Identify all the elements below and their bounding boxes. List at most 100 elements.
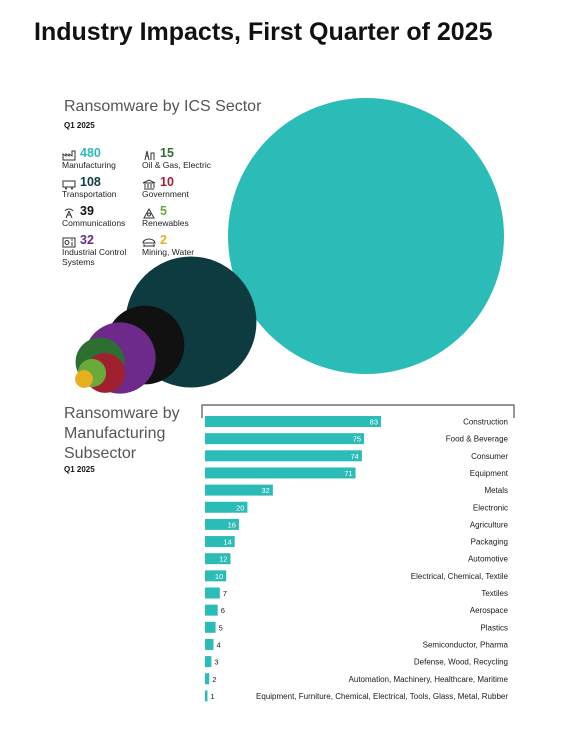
legend-label: Transportation [62,189,117,199]
bar-value-label: 71 [344,469,352,478]
legend-item-header: 480 [62,146,116,160]
bar [205,690,208,702]
legend-item-ics: 32 Industrial Control Systems [62,233,134,267]
bar-value-label: 10 [215,572,223,581]
bar-category-label: Equipment [470,469,509,478]
legend-value: 15 [160,146,174,160]
bar-category-label: Metals [484,486,508,495]
bar-category-label: Electronic [473,503,508,512]
legend-value: 2 [160,233,167,247]
bar [205,484,273,496]
bar-value-label: 16 [228,520,236,529]
bar-value-label: 6 [221,606,225,615]
oil-rig-icon [142,148,156,160]
legend-label: Manufacturing [62,160,116,170]
bar [205,656,212,668]
bar [205,673,210,685]
bar-category-label: Textiles [481,589,508,598]
bar-value-label: 75 [353,435,361,444]
bar [205,604,218,616]
bar [205,536,235,548]
bar-value-label: 4 [216,640,220,649]
radio-tower-icon [62,206,76,218]
legend-item-oil-gas: 15 Oil & Gas, Electric [142,146,211,170]
page-title: Industry Impacts, First Quarter of 2025 [34,18,493,46]
bar-category-label: Defense, Wood, Recycling [414,658,508,667]
legend-label: Mining, Water [142,247,195,257]
bar-category-label: Automotive [468,555,509,564]
bar [205,587,220,599]
bar-category-label: Food & Beverage [446,435,509,444]
bar [205,433,365,445]
legend-item-header: 15 [142,146,211,160]
chart-bracket [201,404,515,418]
legend-label: Government [142,189,189,199]
legend-item-header: 32 [62,233,134,247]
legend-value: 480 [80,146,101,160]
legend-item-manufacturing: 480 Manufacturing [62,146,116,170]
legend-label: Communications [62,218,126,228]
bar-category-label: Aerospace [470,606,509,615]
legend-label: Oil & Gas, Electric [142,160,211,170]
mining-icon [142,235,156,247]
legend-item-communications: 39 Communications [62,204,125,228]
bar-value-label: 3 [214,658,218,667]
control-panel-icon [62,235,76,247]
bar-value-label: 2 [212,675,216,684]
legend-value: 32 [80,233,94,247]
subsector-chart-subtitle: Q1 2025 [64,465,95,474]
legend-value: 108 [80,175,101,189]
bar-value-label: 32 [262,486,270,495]
bar-value-label: 1 [211,692,215,701]
government-building-icon [142,177,156,189]
bar-value-label: 5 [219,623,223,632]
legend-item-transportation: 108 Transportation [62,175,117,199]
bar-category-label: Consumer [471,452,508,461]
bar [205,570,227,582]
bar-value-label: 20 [236,503,244,512]
bar [205,450,362,462]
bar-category-label: Equipment, Furniture, Chemical, Electric… [256,692,508,701]
bar-value-label: 14 [223,538,231,547]
bar [205,416,381,427]
bar [205,621,216,633]
sector-chart-title: Ransomware by ICS Sector [64,98,262,115]
bar [205,518,239,530]
legend-item-mining: 2 Mining, Water [142,233,194,257]
legend-value: 39 [80,204,94,218]
bar-value-label: 83 [370,418,378,427]
bar-value-label: 7 [223,589,227,598]
bar-category-label: Construction [463,418,508,427]
sector-chart-subtitle: Q1 2025 [64,121,95,130]
subsector-chart-title: Ransomware by Manufacturing Subsector [64,405,180,462]
bar [205,638,214,650]
bar [205,553,231,565]
train-icon [62,177,76,189]
bar-value-label: 74 [351,452,359,461]
bar [205,467,356,479]
legend-item-header: 2 [142,233,194,247]
legend-label: Renewables [142,218,189,228]
legend-item-government: 10 Government [142,175,189,199]
legend-item-renewables: 5 Renewables [142,204,189,228]
bar-category-label: Plastics [480,623,508,632]
legend-item-header: 39 [62,204,125,218]
bubble-manufacturing [228,98,504,374]
legend-item-header: 10 [142,175,189,189]
bar-category-label: Semiconductor, Pharma [423,640,509,649]
bar-value-label: 12 [219,555,227,564]
bar-category-label: Automation, Machinery, Healthcare, Marit… [349,675,509,684]
legend-item-header: 5 [142,204,189,218]
legend-value: 5 [160,204,167,218]
legend-item-header: 108 [62,175,117,189]
bubble-mining [75,370,93,388]
bar-category-label: Agriculture [470,520,509,529]
legend-label: Industrial Control Systems [62,247,127,267]
bar-category-label: Packaging [471,538,508,547]
bar [205,501,248,513]
legend-value: 10 [160,175,174,189]
factory-icon [62,148,76,160]
renewables-icon [142,206,156,218]
bar-category-label: Electrical, Chemical, Textile [411,572,509,581]
